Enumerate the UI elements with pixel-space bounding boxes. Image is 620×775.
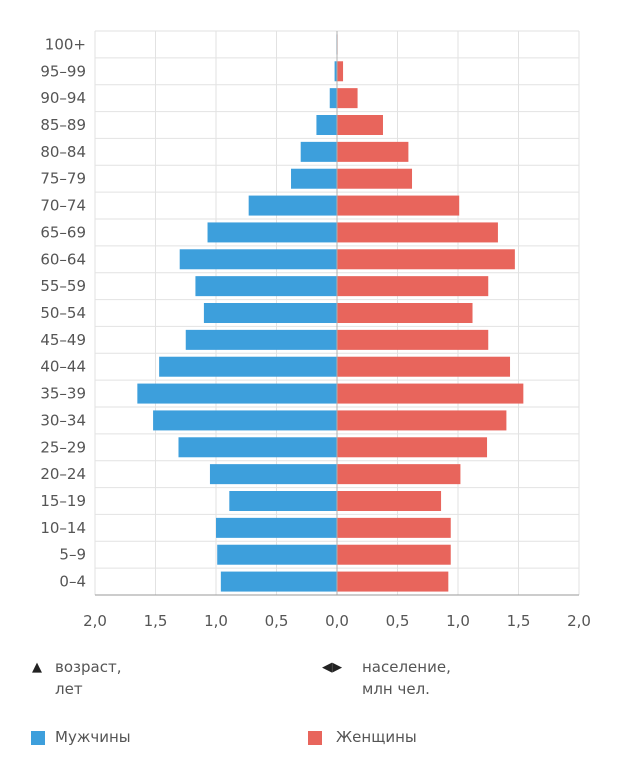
bar-women-8 [337,249,515,270]
bar-men-1 [334,61,337,82]
bar-men-15 [178,437,337,458]
legend-age-line1: возраст, [55,658,122,676]
bar-men-6 [248,195,337,216]
legend-men-label: Мужчины [55,728,131,746]
bar-women-4 [337,141,409,162]
bar-women-17 [337,491,442,511]
bar-women-6 [337,195,460,216]
x-tick-label: 0,5 [386,612,410,630]
bar-men-8 [179,249,337,270]
age-label: 40–44 [40,358,86,376]
bar-men-5 [291,168,337,189]
bar-women-18 [337,517,451,538]
bar-women-2 [337,88,358,109]
legend-age-line2: лет [55,680,83,698]
x-tick-label: 2,0 [83,612,107,630]
bar-men-12 [159,356,337,377]
bar-women-11 [337,329,489,350]
age-label: 45–49 [40,331,86,349]
age-label: 30–34 [40,411,86,429]
bar-women-16 [337,464,461,485]
bar-women-12 [337,356,511,377]
x-tick-label: 2,0 [567,612,591,630]
bar-men-10 [203,303,337,323]
age-label: 65–69 [40,223,86,241]
x-tick-label: 1,0 [204,612,228,630]
men-color-swatch [31,731,45,745]
age-label: 70–74 [40,197,86,215]
bar-men-17 [229,491,337,511]
age-label: 100+ [45,35,86,53]
x-tick-label: 1,5 [507,612,531,630]
bar-women-14 [337,410,507,431]
bar-women-19 [337,544,451,565]
bar-men-4 [300,141,337,162]
bar-men-18 [216,517,337,538]
women-color-swatch [308,731,322,745]
age-label: 5–9 [59,546,86,564]
bar-women-20 [337,571,449,592]
left-right-arrows-icon: ◀ ▶ [322,660,342,675]
bar-women-1 [337,61,344,82]
legend-women-label: Женщины [336,728,417,746]
triangle-up-icon: ▲ [32,660,42,675]
age-label: 55–59 [40,277,86,295]
bar-men-9 [195,276,337,297]
bar-women-9 [337,276,489,297]
bar-men-11 [185,329,337,350]
age-label: 80–84 [40,143,86,161]
x-tick-labels: 2,0 1,5 1,0 0,5 0,0 0,5 1,0 1,5 2,0 [83,612,591,630]
age-label: 95–99 [40,62,86,80]
age-label: 35–39 [40,385,86,403]
x-tick-label: 0,0 [325,612,349,630]
age-label: 60–64 [40,250,86,268]
bar-men-3 [316,115,337,135]
bar-women-10 [337,303,473,323]
bar-women-3 [337,115,383,135]
bar-men-14 [153,410,337,431]
bar-men-2 [329,88,337,109]
age-label: 75–79 [40,170,86,188]
population-pyramid-chart: 100+ 95–99 90–94 85–89 80–84 75–79 70–74 65–69 6… [40,30,591,630]
bar-women-5 [337,168,413,189]
bar-men-7 [207,222,337,243]
x-tick-label: 0,5 [265,612,289,630]
age-label: 15–19 [40,492,86,510]
bar-women-13 [337,383,524,404]
bar-men-20 [220,571,337,592]
bar-women-15 [337,437,488,458]
age-label: 10–14 [40,519,86,537]
bar-men-16 [209,464,337,485]
x-tick-label: 1,0 [446,612,470,630]
age-label: 85–89 [40,116,86,134]
age-group-labels: 100+ 95–99 90–94 85–89 80–84 75–79 70–74 65–69 6… [40,35,86,590]
bar-women-7 [337,222,498,243]
age-label: 90–94 [40,89,86,107]
legend-population-line2: млн чел. [362,680,430,698]
bar-men-13 [137,383,337,404]
legend-population-line1: население, [362,658,451,676]
x-tick-label: 1,5 [144,612,168,630]
bar-men-19 [217,544,337,565]
age-label: 50–54 [40,304,86,322]
bars [95,31,579,596]
age-label: 0–4 [59,573,86,591]
age-label: 25–29 [40,438,86,456]
age-label: 20–24 [40,465,86,483]
